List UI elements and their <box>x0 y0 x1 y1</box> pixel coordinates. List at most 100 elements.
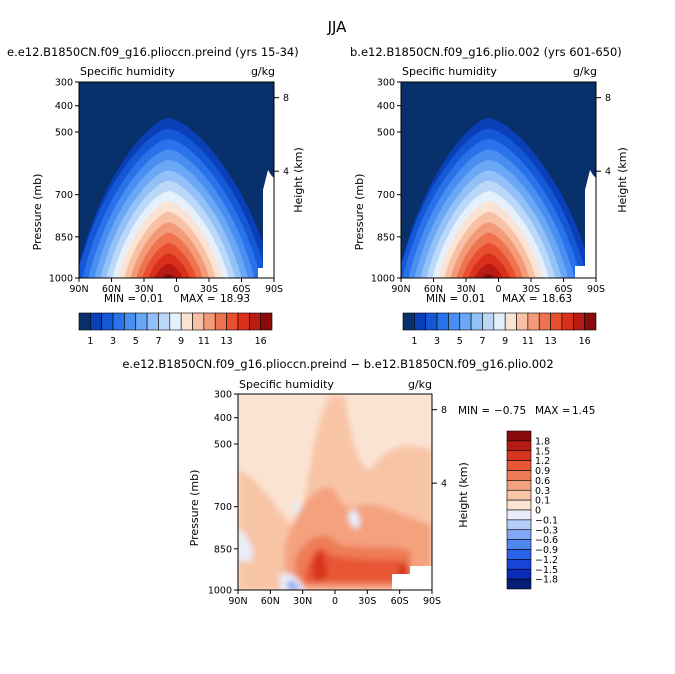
colorbar-swatch <box>448 312 461 331</box>
colorbar-label: 0.3 <box>535 486 550 497</box>
right-tick-label: 8 <box>441 405 447 416</box>
colorbar-swatch <box>124 312 137 331</box>
colorbar-swatch <box>470 312 483 331</box>
colorbar-swatch <box>146 312 159 331</box>
colorbar-swatch <box>214 312 227 331</box>
right-tick-label: 4 <box>441 479 447 490</box>
colorbar-label: 11 <box>522 336 534 347</box>
colorbar-swatch <box>506 440 532 452</box>
x-tick-label: 60N <box>261 596 280 607</box>
y-tick-label: 1000 <box>208 586 232 597</box>
x-tick-label: 90S <box>423 596 441 607</box>
colorbar-swatch <box>506 549 532 560</box>
colorbar-label: 0.1 <box>535 496 550 507</box>
panel-units: g/kg <box>573 65 597 78</box>
x-tick-label: 30S <box>358 596 376 607</box>
colorbar-swatch <box>248 312 261 331</box>
colorbar-swatch <box>135 312 148 331</box>
colorbar-label: −1.2 <box>535 555 558 566</box>
panel-plio: b.e12.B1850CN.f09_g16.plio.002 (yrs 601-… <box>350 45 629 347</box>
y-tick-label: 850 <box>377 232 395 243</box>
colorbar-swatch <box>203 312 216 331</box>
contour-band <box>161 274 176 278</box>
panel-title: e.e12.B1850CN.f09_g16.plioccn.preind (yr… <box>7 45 299 59</box>
colorbar-label: −1.5 <box>535 565 558 576</box>
contour-band <box>481 274 496 278</box>
x-tick-label: 30S <box>200 284 218 295</box>
colorbar-swatch <box>550 312 563 331</box>
y-axis-label: Pressure (mb) <box>31 174 44 251</box>
colorbar-label: 3 <box>110 336 116 347</box>
panel-preind: e.e12.B1850CN.f09_g16.plioccn.preind (yr… <box>7 45 305 347</box>
panel-units: g/kg <box>408 378 432 391</box>
min-label: MIN = <box>458 405 490 417</box>
colorbar-label: 5 <box>457 336 463 347</box>
x-tick-label: 0 <box>332 596 338 607</box>
colorbar-swatch <box>506 489 532 501</box>
min-value: 0.01 <box>140 293 163 305</box>
x-tick-label: 60N <box>424 284 443 295</box>
colorbar-swatch <box>504 312 517 331</box>
colorbar-label: 0 <box>535 506 541 517</box>
colorbar-label: 9 <box>502 336 508 347</box>
colorbar-label: 3 <box>434 336 440 347</box>
colorbar <box>78 312 273 331</box>
contour-field <box>79 82 274 278</box>
y-tick-label: 400 <box>377 101 395 112</box>
colorbar <box>402 312 597 331</box>
panel-subtitle: Specific humidity <box>402 65 497 78</box>
x-tick-label: 60S <box>232 284 250 295</box>
colorbar-label: −0.1 <box>535 515 558 526</box>
colorbar-label: 13 <box>545 336 557 347</box>
contour-band <box>474 263 504 278</box>
colorbar-swatch <box>192 312 205 331</box>
colorbar-swatch <box>158 312 171 331</box>
right-tick-label: 4 <box>283 167 289 178</box>
max-value: 18.93 <box>220 293 250 305</box>
colorbar-swatch <box>260 312 273 331</box>
figure-title: JJA <box>327 18 348 36</box>
colorbar-swatch <box>402 312 415 331</box>
y-tick-label: 500 <box>214 439 232 450</box>
x-tick-label: 0 <box>173 284 179 295</box>
colorbar-label: 13 <box>221 336 233 347</box>
min-label: MIN = <box>104 293 136 305</box>
colorbar-swatch <box>493 312 506 331</box>
colorbar-label: 11 <box>198 336 210 347</box>
y-tick-label: 850 <box>55 232 73 243</box>
right-axis-label: Height (km) <box>292 147 305 213</box>
colorbar-swatch <box>169 312 182 331</box>
y-tick-label: 400 <box>55 101 73 112</box>
x-tick-label: 60S <box>554 284 572 295</box>
colorbar-swatch <box>538 312 551 331</box>
colorbar-swatch <box>180 312 193 331</box>
colorbar-swatch <box>506 578 532 590</box>
colorbar-label: 1 <box>411 336 417 347</box>
y-tick-label: 1000 <box>49 274 73 285</box>
x-tick-label: 0 <box>495 284 501 295</box>
y-tick-label: 300 <box>377 78 395 89</box>
x-tick-label: 30N <box>134 284 153 295</box>
y-tick-label: 850 <box>214 544 232 555</box>
y-tick-label: 300 <box>55 78 73 89</box>
colorbar-label: 7 <box>155 336 161 347</box>
contour-band <box>154 263 184 278</box>
colorbar-label: 1.2 <box>535 456 550 467</box>
colorbar-swatch <box>506 460 532 471</box>
colorbar-label: 16 <box>579 336 591 347</box>
colorbar-swatch <box>527 312 540 331</box>
colorbar-swatch <box>101 312 114 331</box>
colorbar-swatch <box>425 312 438 331</box>
panel-subtitle: Specific humidity <box>239 378 334 391</box>
colorbar-swatch <box>572 312 585 331</box>
x-tick-label: 90N <box>228 596 247 607</box>
max-value: 18.63 <box>542 293 572 305</box>
colorbar-label: −0.9 <box>535 545 558 556</box>
colorbar-swatch <box>561 312 574 331</box>
x-tick-label: 30N <box>456 284 475 295</box>
colorbar-label: 7 <box>479 336 485 347</box>
colorbar-label: −1.8 <box>535 575 558 586</box>
colorbar-label: 9 <box>178 336 184 347</box>
colorbar-swatch <box>506 499 532 511</box>
